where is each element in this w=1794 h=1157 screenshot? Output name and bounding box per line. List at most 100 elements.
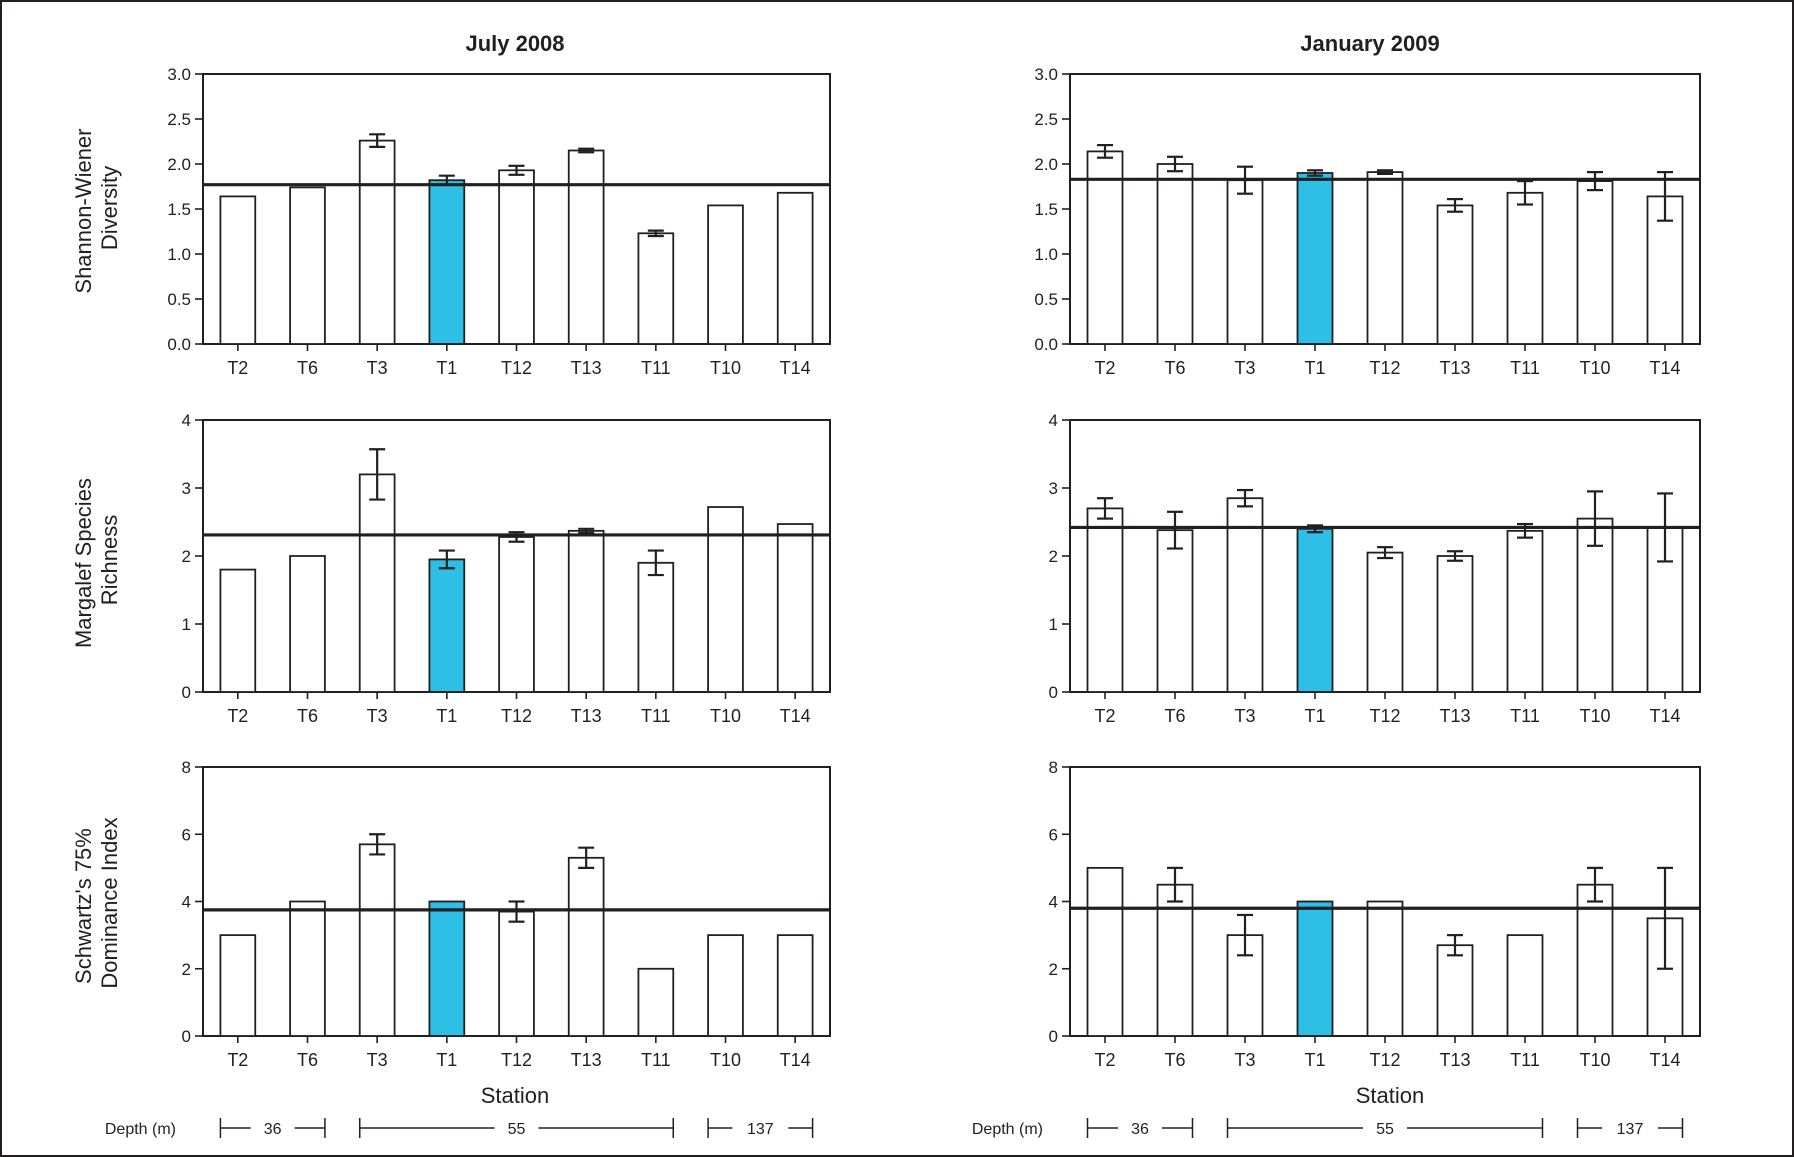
x-tick-label: T11 (1510, 358, 1540, 378)
bar-t11 (1506, 529, 1544, 693)
bar-t11 (1506, 934, 1544, 1037)
bar-t2 (219, 568, 257, 693)
bar-t12 (498, 910, 535, 1037)
y-tick-label: 1.0 (1034, 245, 1058, 264)
x-tick-label: T14 (780, 706, 811, 726)
x-tick-label: T14 (780, 1050, 811, 1070)
x-tick-label: T13 (571, 706, 602, 726)
y-tick-label: 1.5 (167, 200, 191, 219)
row-label-diversity: Shannon-Wiener Diversity (71, 122, 122, 293)
bar-t13 (567, 529, 605, 693)
bar-t2 (1086, 507, 1124, 693)
panel-january-2009-row2: 0 1 2 3 4 T2 T6 T3 T1 T12 T13 T11 T10 T14 (1049, 411, 1701, 726)
y-tick-label: 0 (182, 683, 191, 702)
bar-t1 (1296, 527, 1334, 693)
bar-t1 (428, 900, 466, 1037)
x-tick-label: T11 (641, 358, 671, 378)
x-tick-label: T1 (1304, 358, 1325, 378)
row-label-richness-line2: Richness (97, 515, 122, 605)
x-tick-label: T2 (1094, 1050, 1115, 1070)
x-tick-label: T14 (1649, 358, 1680, 378)
y-tick-label: 0 (1049, 1027, 1058, 1046)
y-tick-label: 4 (182, 411, 191, 430)
x-tick-label: T2 (227, 358, 248, 378)
y-tick-label: 3 (1049, 479, 1058, 498)
y-tick-label: 3.0 (167, 65, 191, 84)
bar-t6 (1156, 883, 1194, 1037)
bar-t2 (1086, 866, 1124, 1037)
x-tick-label: T11 (641, 1050, 671, 1070)
bar-t12 (1366, 900, 1404, 1037)
x-tick-label: T3 (1234, 706, 1255, 726)
x-tick-label: T3 (1234, 358, 1255, 378)
bar-t11 (1506, 191, 1544, 345)
x-tick-label: T10 (710, 358, 741, 378)
y-tick-label: 1 (182, 615, 191, 634)
bar-t3 (1226, 179, 1264, 345)
y-tick-label: 3.0 (1034, 65, 1058, 84)
panel-january-2009-row1: 0.0 0.5 1.0 1.5 2.0 2.5 3.0 T2 T6 T3 T1 T12 T13 T11 T1… (1034, 65, 1701, 378)
x-tick-label: T6 (297, 358, 318, 378)
row-label-dominance-line2: Dominance Index (97, 817, 122, 988)
x-tick-label: T3 (367, 706, 388, 726)
bar-t3 (358, 139, 396, 345)
bar-t10 (1576, 517, 1614, 693)
y-tick-label: 6 (182, 825, 191, 844)
depth-value: 36 (264, 1121, 282, 1138)
depth-label: Depth (m) (972, 1121, 1043, 1138)
x-tick-label: T6 (1164, 706, 1185, 726)
row-label-richness-line1: Margalef Species (71, 478, 96, 648)
y-tick-label: 2 (182, 547, 191, 566)
x-tick-label: T14 (780, 358, 811, 378)
x-tick-label: T11 (1510, 706, 1540, 726)
row-label-dominance: Schwartz's 75% Dominance Index (71, 817, 122, 988)
y-tick-label: 8 (182, 758, 191, 777)
x-tick-label: T13 (1439, 1050, 1470, 1070)
y-tick-label: 0 (182, 1027, 191, 1046)
x-tick-label: T10 (1579, 1050, 1610, 1070)
x-tick-label: T1 (436, 1050, 457, 1070)
y-tick-label: 8 (1049, 758, 1058, 777)
x-tick-label: T12 (501, 1050, 532, 1070)
bar-t1 (428, 179, 466, 345)
bar-t6 (289, 555, 326, 693)
column-title-january-2009: January 2009 (1300, 31, 1439, 56)
bar-t14 (776, 523, 814, 693)
x-tick-label: T3 (367, 1050, 388, 1070)
bar-t12 (1366, 171, 1404, 345)
y-tick-label: 2.5 (167, 110, 191, 129)
y-tick-label: 1.0 (167, 245, 191, 264)
row-label-dominance-line1: Schwartz's 75% (71, 828, 96, 984)
bar-t1 (1296, 172, 1334, 345)
x-tick-label: T13 (1439, 706, 1470, 726)
x-axis-label-january-2009: Station (1356, 1083, 1425, 1108)
bar-t12 (1366, 551, 1404, 693)
bar-t12 (498, 536, 535, 693)
bar-t6 (289, 186, 326, 345)
bar-t13 (1436, 555, 1474, 693)
depth-value: 55 (1376, 1121, 1394, 1138)
bar-t2 (219, 195, 257, 345)
bar-t10 (1576, 180, 1614, 345)
y-tick-label: 0.0 (167, 335, 191, 354)
row-label-diversity-line1: Shannon-Wiener (71, 129, 96, 294)
depth-scales: Depth (m) 36 55 137 Depth (m) 36 55 137 (105, 1118, 1684, 1138)
depth-value: 36 (1131, 1121, 1149, 1138)
y-tick-label: 4 (1049, 893, 1058, 912)
y-tick-label: 0.5 (1034, 290, 1058, 309)
x-tick-label: T6 (297, 1050, 318, 1070)
bar-t12 (498, 169, 535, 345)
row-label-diversity-line2: Diversity (97, 166, 122, 250)
y-tick-label: 0.5 (167, 290, 191, 309)
x-tick-label: T2 (227, 1050, 248, 1070)
x-tick-label: T3 (367, 358, 388, 378)
bar-t14 (776, 191, 814, 345)
x-tick-label: T10 (1579, 706, 1610, 726)
x-axis-label-july-2008: Station (481, 1083, 550, 1108)
x-tick-label: T6 (1164, 1050, 1185, 1070)
bar-t3 (358, 843, 396, 1037)
y-tick-label: 2 (1049, 547, 1058, 566)
x-tick-label: T12 (501, 706, 532, 726)
bar-t13 (1436, 204, 1474, 345)
bar-t13 (567, 856, 605, 1037)
